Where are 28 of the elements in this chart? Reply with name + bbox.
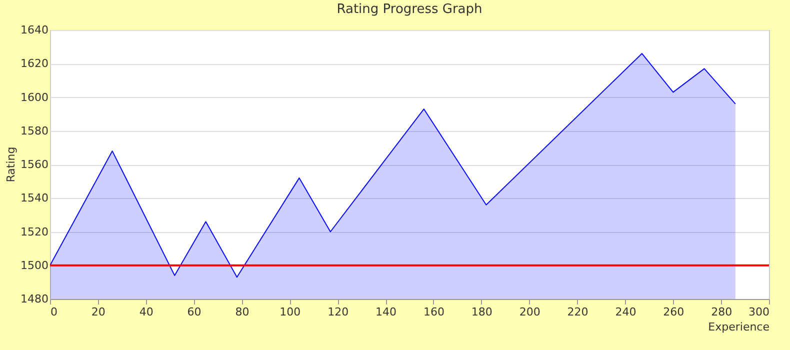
x-tick-label: 40 — [139, 306, 154, 318]
x-tick-label: 120 — [328, 306, 349, 318]
x-tick-label: 100 — [280, 306, 301, 318]
x-tick-label: 200 — [519, 306, 540, 318]
x-tick-label: 20 — [91, 306, 106, 318]
y-tick-label: 1580 — [20, 124, 48, 138]
y-tick-label: 1560 — [20, 158, 48, 171]
x-tick-label: 300 — [748, 306, 770, 318]
x-tick-label: 240 — [615, 306, 636, 318]
x-tick-label: 140 — [376, 306, 397, 318]
y-tick-label: 1520 — [20, 225, 48, 238]
y-tick-label: 1500 — [20, 258, 48, 272]
x-tick-label: 160 — [423, 306, 444, 318]
y-tick-label: 1540 — [20, 192, 48, 205]
y-tick-label: 1600 — [20, 90, 48, 104]
x-tick-label: 280 — [711, 306, 732, 318]
y-tick-label: 1620 — [20, 57, 48, 70]
x-tick-label: 80 — [235, 306, 250, 318]
x-tick-label: 60 — [187, 306, 202, 318]
x-tick-label: 180 — [471, 306, 492, 318]
y-tick-label: 1480 — [20, 292, 48, 306]
x-tick-label: 220 — [567, 306, 588, 318]
y-axis-title: Rating — [4, 146, 18, 182]
x-axis-title: Experience — [708, 320, 770, 334]
chart-title: Rating Progress Graph — [336, 2, 482, 17]
x-tick-label: 0 — [50, 306, 58, 318]
y-tick-label: 1640 — [20, 24, 48, 36]
x-tick-label: 260 — [663, 306, 684, 318]
